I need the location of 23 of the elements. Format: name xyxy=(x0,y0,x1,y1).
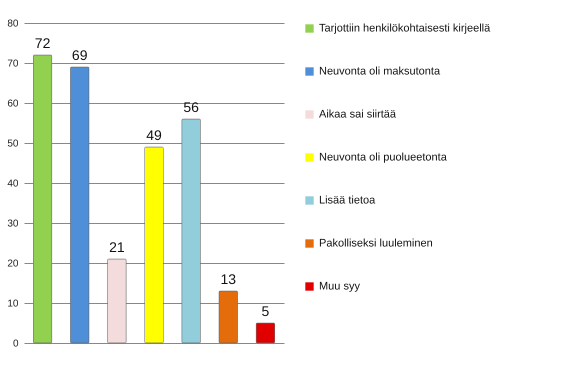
legend-label: Muu syy xyxy=(319,280,360,292)
y-tick-label: 50 xyxy=(7,138,19,150)
data-label: 49 xyxy=(146,127,162,143)
legend-label: Pakolliseksi luuleminen xyxy=(319,238,433,250)
data-label: 21 xyxy=(109,239,125,255)
data-label: 69 xyxy=(72,47,88,63)
y-tick-label: 30 xyxy=(7,218,19,230)
y-tick-label: 80 xyxy=(7,18,19,30)
legend-label: Tarjottiin henkilökohtaisesti kirjeellä xyxy=(319,22,492,34)
data-label: 13 xyxy=(220,271,236,287)
data-label: 72 xyxy=(34,35,51,51)
legend-label: Aikaa sai siirtää xyxy=(319,108,397,120)
y-tick-label: 70 xyxy=(7,58,19,70)
legend-label: Neuvonta oli maksutonta xyxy=(319,66,441,78)
y-tick-label: 20 xyxy=(7,258,19,270)
y-tick-label: 60 xyxy=(7,98,19,110)
y-tick-label: 10 xyxy=(7,298,19,310)
y-tick-label: 0 xyxy=(12,338,19,350)
data-label: 56 xyxy=(183,99,200,115)
legend-label: Neuvonta oli puolueetonta xyxy=(319,152,448,164)
data-label: 5 xyxy=(262,303,270,319)
legend-label: Lisää tietoa xyxy=(319,194,376,206)
y-tick-label: 40 xyxy=(7,178,19,190)
